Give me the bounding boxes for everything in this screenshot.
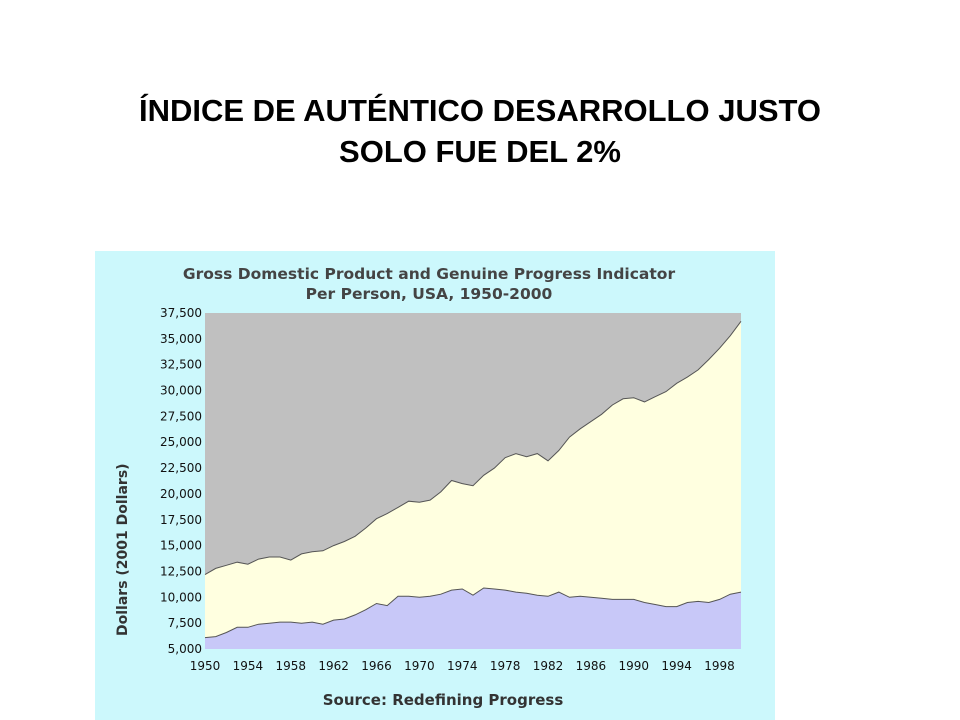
- x-tick-label: 1958: [275, 659, 306, 673]
- y-tick-label: 17,500: [160, 513, 202, 527]
- y-tick-label: 7,500: [168, 616, 202, 630]
- chart-title-line-2: Per Person, USA, 1950-2000: [306, 285, 553, 303]
- x-tick-label: 1974: [447, 659, 478, 673]
- x-tick-label: 1986: [576, 659, 607, 673]
- slide-title-line-2: SOLO FUE DEL 2%: [339, 134, 621, 169]
- x-tick-label: 1978: [490, 659, 521, 673]
- x-tick-label: 1994: [661, 659, 692, 673]
- y-tick-label: 32,500: [160, 358, 202, 372]
- y-tick-label: 12,500: [160, 564, 202, 578]
- x-tick-label: 1982: [533, 659, 564, 673]
- x-tick-label: 1950: [190, 659, 221, 673]
- y-tick-label: 27,500: [160, 409, 202, 423]
- y-tick-label: 5,000: [168, 642, 202, 656]
- x-axis-ticks: 1950 1954 1958 1962 1966 1970 1974 1978 1982 1986…: [190, 659, 735, 673]
- y-tick-label: 30,000: [160, 384, 202, 398]
- chart-svg: Gross Domestic Product and Genuine Progr…: [115, 265, 742, 709]
- y-axis-ticks: 37,500 35,000 32,500 30,000 27,500 25,000 22,5…: [160, 306, 202, 656]
- y-axis-label: Dollars (2001 Dollars): [115, 463, 131, 636]
- x-tick-label: 1970: [404, 659, 435, 673]
- x-tick-label: 1998: [704, 659, 735, 673]
- chart-source: Source: Redefining Progress: [323, 691, 564, 709]
- gpi-area: [205, 588, 741, 649]
- gdp-line: [204, 321, 742, 576]
- x-tick-label: 1990: [619, 659, 650, 673]
- gpi-line: [204, 587, 742, 639]
- y-tick-label: 20,000: [160, 487, 202, 501]
- y-tick-label: 25,000: [160, 435, 202, 449]
- x-tick-label: 1962: [318, 659, 349, 673]
- slide-title-line-1: ÍNDICE DE AUTÉNTICO DESARROLLO JUSTO: [138, 93, 822, 128]
- y-tick-label: 22,500: [160, 461, 202, 475]
- x-tick-label: 1966: [361, 659, 392, 673]
- y-tick-label: 35,000: [160, 332, 202, 346]
- gdp-area: [205, 321, 741, 649]
- y-tick-label: 37,500: [160, 306, 202, 320]
- chart-figure: Gross Domestic Product and Genuine Progr…: [95, 251, 775, 720]
- slide-title: ÍNDICE DE AUTÉNTICO DESARROLLO JUSTO SOL…: [0, 90, 960, 172]
- x-tick-label: 1954: [233, 659, 264, 673]
- y-tick-label: 15,000: [160, 539, 202, 553]
- chart-title-line-1: Gross Domestic Product and Genuine Progr…: [183, 265, 676, 283]
- y-tick-label: 10,000: [160, 590, 202, 604]
